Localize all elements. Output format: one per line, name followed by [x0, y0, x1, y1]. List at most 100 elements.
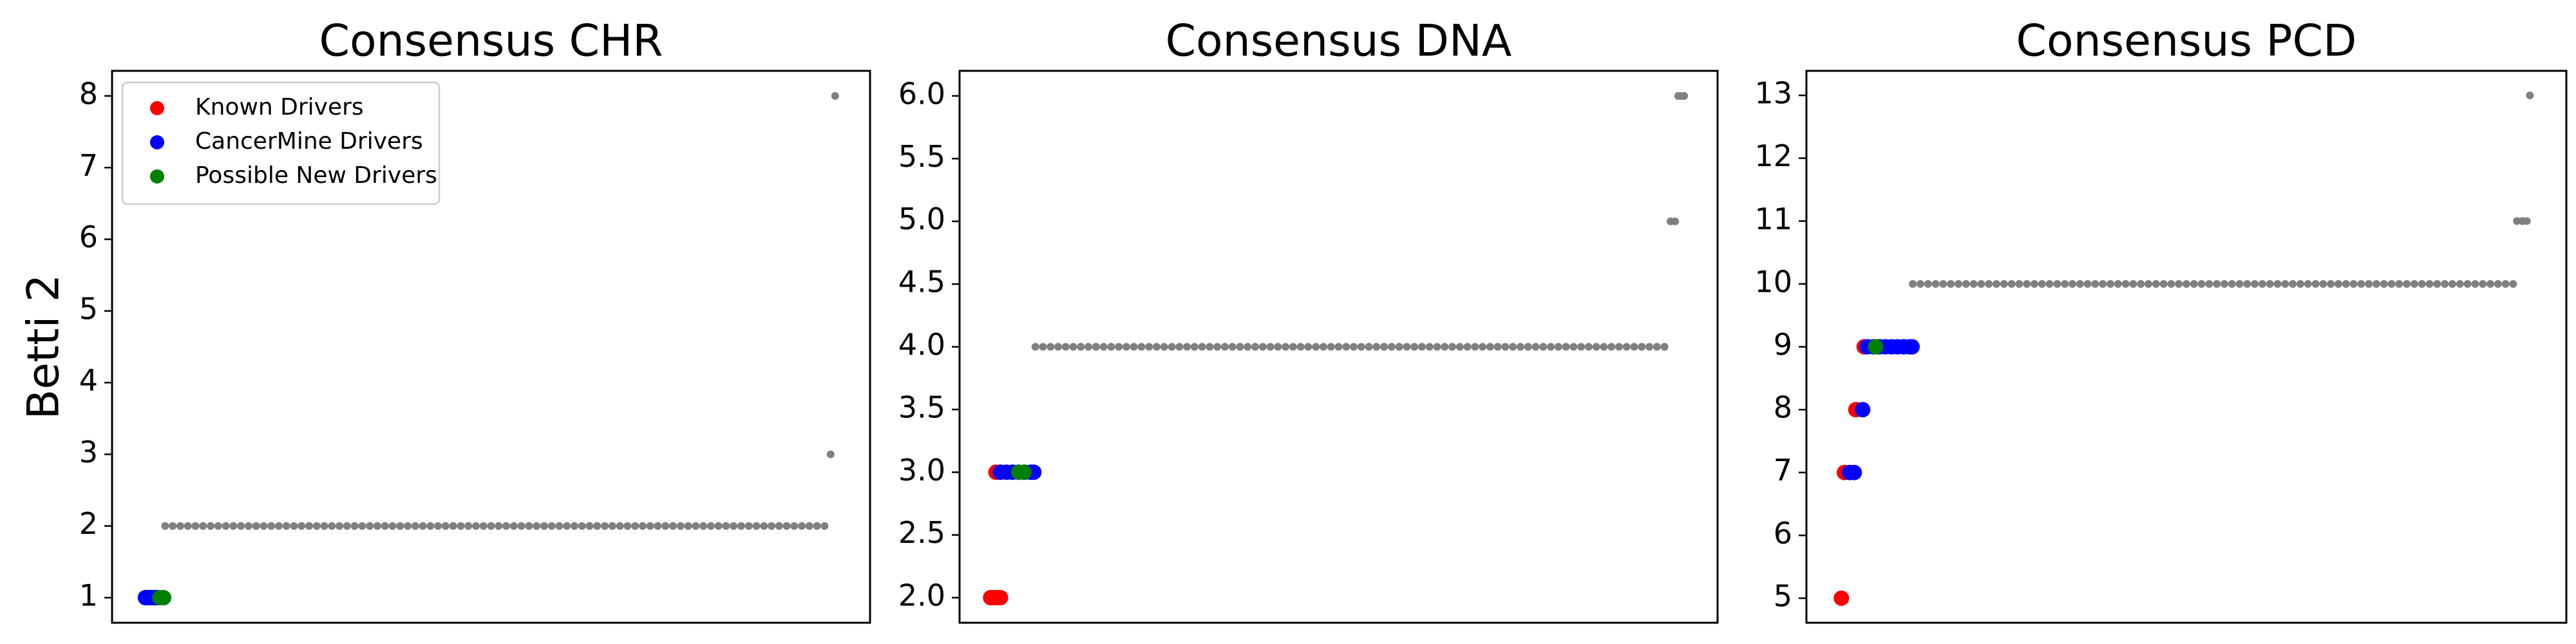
- gene-point: [2083, 279, 2092, 288]
- gene-point: [1289, 343, 1297, 351]
- y-tick-label: 4.5: [898, 265, 945, 299]
- y-tick-label: 5: [1774, 578, 1792, 613]
- gene-point: [1145, 343, 1153, 351]
- gene-point: [654, 522, 662, 530]
- gene-point: [1630, 343, 1638, 351]
- plot-frame: [111, 70, 871, 624]
- gene-point: [2410, 279, 2418, 288]
- gene-point: [464, 522, 473, 530]
- gene-point: [471, 522, 480, 530]
- gene-point: [775, 522, 783, 530]
- gene-point: [2387, 279, 2396, 288]
- y-tick-label: 6: [1774, 516, 1792, 551]
- gene-point: [381, 522, 389, 530]
- gene-point: [1479, 343, 1487, 351]
- gene-point: [449, 522, 457, 530]
- gene-point: [706, 522, 715, 530]
- y-tick-label: 4: [79, 363, 98, 398]
- gene-point: [1562, 343, 1570, 351]
- gene-point: [798, 522, 806, 530]
- driver-point: [1868, 339, 1884, 355]
- gene-point: [1190, 343, 1198, 351]
- gene-point: [2380, 279, 2388, 288]
- gene-point: [2114, 279, 2122, 288]
- gene-point: [1350, 343, 1358, 351]
- gene-point: [1653, 343, 1661, 351]
- gene-point: [1160, 343, 1168, 351]
- gene-point: [2334, 279, 2342, 288]
- gene-point: [692, 522, 700, 530]
- gene-point: [184, 522, 192, 530]
- gene-point: [2061, 279, 2069, 288]
- gene-point: [1909, 279, 1917, 288]
- gene-point: [358, 522, 366, 530]
- gene-point: [1403, 343, 1411, 351]
- gene-point: [1395, 343, 1403, 351]
- gene-point: [1638, 343, 1646, 351]
- gene-point: [1115, 343, 1123, 351]
- gene-point: [2433, 279, 2441, 288]
- gene-point: [2107, 279, 2114, 288]
- gene-point: [2479, 279, 2487, 288]
- gene-point: [434, 522, 442, 530]
- legend-marker: [150, 101, 164, 115]
- gene-point: [2513, 217, 2521, 225]
- gene-point: [1985, 279, 1993, 288]
- gene-point: [525, 522, 533, 530]
- gene-point: [2448, 279, 2456, 288]
- gene-point: [831, 91, 839, 100]
- gene-point: [411, 522, 419, 530]
- gene-point: [457, 522, 465, 530]
- gene-point: [1493, 343, 1502, 351]
- gene-point: [1471, 343, 1479, 351]
- gene-point: [826, 450, 835, 459]
- y-tick-label: 13: [1754, 76, 1792, 111]
- gene-point: [1198, 343, 1206, 351]
- gene-point: [2494, 279, 2502, 288]
- gene-point: [1092, 343, 1100, 351]
- gene-point: [336, 522, 344, 530]
- y-tick-label: 3: [79, 435, 98, 469]
- gene-point: [616, 522, 624, 530]
- gene-point: [2357, 279, 2365, 288]
- y-tick-label: 5.5: [898, 139, 945, 174]
- gene-point: [229, 522, 238, 530]
- gene-point: [2167, 279, 2175, 288]
- gene-point: [1039, 343, 1047, 351]
- legend-label: Known Drivers: [195, 94, 364, 120]
- gene-point: [176, 522, 184, 530]
- gene-point: [1304, 343, 1312, 351]
- gene-point: [290, 522, 298, 530]
- gene-point: [252, 522, 260, 530]
- gene-point: [1554, 343, 1562, 351]
- gene-point: [1569, 343, 1578, 351]
- gene-point: [2463, 279, 2472, 288]
- gene-point: [2425, 279, 2434, 288]
- gene-point: [328, 522, 336, 530]
- gene-point: [1274, 343, 1282, 351]
- gene-point: [495, 522, 503, 530]
- gene-point: [1380, 343, 1388, 351]
- gene-point: [1175, 343, 1184, 351]
- gene-point: [1455, 343, 1464, 351]
- gene-point: [1425, 343, 1434, 351]
- gene-point: [517, 522, 526, 530]
- gene-point: [585, 522, 594, 530]
- gene-point: [1206, 343, 1214, 351]
- gene-point: [2259, 279, 2266, 288]
- gene-point: [350, 522, 359, 530]
- gene-point: [2501, 279, 2510, 288]
- gene-point: [1531, 343, 1540, 351]
- gene-point: [570, 522, 578, 530]
- gene-point: [404, 522, 412, 530]
- gene-point: [676, 522, 685, 530]
- gene-point: [320, 522, 328, 530]
- gene-point: [1183, 343, 1191, 351]
- gene-point: [1077, 343, 1085, 351]
- gene-point: [782, 522, 791, 530]
- gene-point: [661, 522, 670, 530]
- gene-point: [487, 522, 495, 530]
- y-tick-label: 2.5: [898, 515, 945, 550]
- gene-point: [312, 522, 321, 530]
